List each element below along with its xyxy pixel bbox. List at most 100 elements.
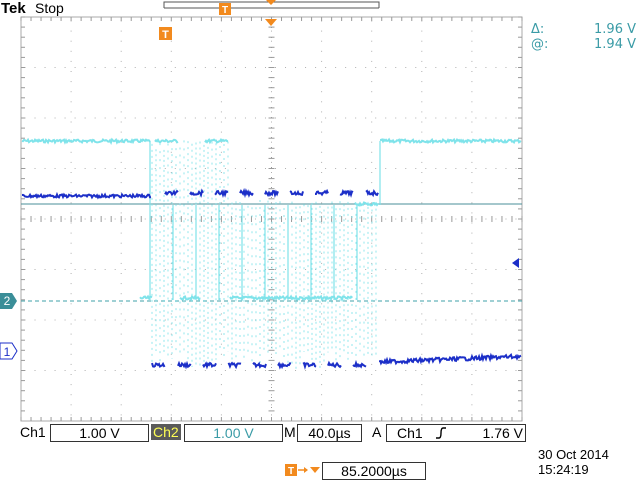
grid-dot	[455, 218, 457, 220]
grid-dot	[220, 333, 222, 335]
grid-dot	[264, 370, 266, 371]
grid-dot	[220, 323, 222, 325]
grid-dot	[465, 67, 467, 68]
grid-dot	[421, 414, 423, 416]
ch1-scale[interactable]: 1.00 V	[50, 424, 149, 442]
grid-dot	[471, 202, 473, 204]
grid-dot	[325, 370, 327, 371]
grid-dot	[120, 212, 122, 214]
grid-dot	[321, 394, 323, 396]
grid-dot	[271, 131, 272, 133]
grid-dot	[471, 262, 473, 264]
grid-dot	[421, 252, 423, 254]
grid-dot	[234, 218, 236, 220]
grid-dot	[264, 168, 266, 169]
grid-dot	[471, 50, 473, 52]
ch1-trace-segment	[315, 188, 329, 197]
grid-dot	[170, 333, 172, 335]
grid-dot	[421, 172, 423, 173]
grid-dot	[321, 50, 323, 52]
grid-dot	[234, 319, 236, 321]
grid-dot	[321, 363, 323, 365]
trigger-settings[interactable]: Ch1 1.76 V	[386, 424, 526, 442]
grid-dot	[170, 394, 172, 396]
grid-dot	[355, 370, 357, 371]
grid-dot	[365, 67, 367, 68]
grid-dot	[271, 91, 272, 93]
ch1-trace-segment	[202, 361, 217, 370]
grid-dot	[335, 168, 337, 169]
trigger-offset-value[interactable]: 85.2000µs	[322, 462, 426, 480]
grid-dot	[295, 117, 297, 119]
trigger-position-marker[interactable]: T	[159, 27, 172, 41]
grid-dot	[421, 273, 423, 274]
grid-dot	[94, 269, 96, 270]
grid-dot	[220, 394, 222, 396]
grid-dot	[471, 273, 473, 274]
grid-dot	[471, 60, 473, 62]
timebase-value[interactable]: 40.0µs	[297, 424, 362, 442]
grid-dot	[120, 363, 122, 365]
grid-dot	[371, 273, 373, 274]
grid-dot	[94, 370, 96, 371]
grid-dot	[375, 117, 377, 119]
grid-dot	[154, 117, 156, 119]
grid-dot	[114, 168, 116, 169]
grid-dot	[120, 91, 122, 93]
trigger-position-marker-top[interactable]: T	[219, 3, 231, 16]
grid-dot	[405, 218, 407, 220]
grid-dot	[421, 283, 423, 285]
grid-dot	[345, 319, 347, 321]
grid-dot	[471, 232, 473, 234]
grid-dot	[170, 101, 172, 103]
grid-dot	[134, 218, 136, 220]
ch1-label[interactable]: Ch1	[20, 424, 46, 440]
grid-dot	[315, 67, 317, 68]
grid-dot	[224, 319, 226, 321]
grid-dot	[321, 414, 323, 416]
grid-dot	[64, 269, 66, 270]
grid-dot	[315, 370, 317, 371]
grid-dot	[365, 269, 367, 270]
grid-dot	[120, 374, 122, 375]
grid-dot	[395, 370, 397, 371]
grid-dot	[70, 30, 72, 32]
grid-dot	[220, 374, 222, 375]
grid-dot	[271, 60, 272, 62]
grid-dot	[345, 218, 347, 220]
grid-dot	[104, 269, 106, 270]
grid-dot	[120, 333, 122, 335]
grid-dot	[405, 319, 407, 321]
grid-dot	[34, 168, 36, 169]
ch2-scale[interactable]: 1.00 V	[184, 424, 283, 442]
grid-dot	[425, 67, 427, 68]
grid-dot	[170, 262, 172, 264]
ch1-trace-segment	[164, 189, 179, 197]
ch2-ground-marker[interactable]: 2	[0, 293, 17, 309]
grid-dot	[170, 404, 172, 406]
grid-dot	[254, 319, 256, 321]
ch1-trace-segment	[151, 361, 166, 369]
grid-dot	[120, 394, 122, 396]
trigger-level-arrow-icon[interactable]	[512, 258, 519, 268]
ch1-ground-marker[interactable]: 1	[0, 342, 18, 360]
ch2-label[interactable]: Ch2	[151, 423, 181, 441]
grid-dot	[371, 172, 373, 173]
grid-dot	[220, 182, 222, 184]
grid-dot	[164, 67, 166, 68]
grid-dot	[220, 40, 222, 42]
grid-dot	[285, 67, 287, 68]
grid-dot	[220, 131, 222, 133]
grid-dot	[184, 269, 186, 270]
grid-dot	[415, 370, 417, 371]
grid-dot	[421, 40, 423, 42]
grid-dot	[54, 370, 56, 371]
ch1-trace-segment	[227, 361, 242, 370]
grid-dot	[234, 269, 236, 270]
grid-dot	[321, 252, 323, 254]
grid-dot	[64, 117, 66, 119]
grid-dot	[264, 67, 266, 68]
grid-dot	[415, 319, 417, 321]
grid-dot	[70, 192, 72, 194]
ch1-trace-segment	[239, 187, 254, 199]
